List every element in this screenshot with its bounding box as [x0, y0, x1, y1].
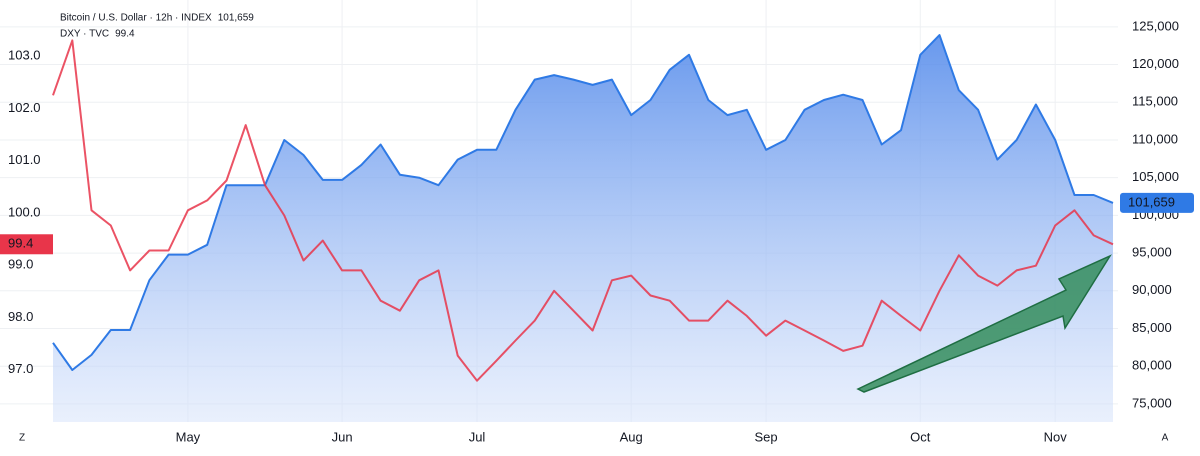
line [52, 39, 1114, 382]
plot-area [52, 34, 1114, 422]
legend-label: Bitcoin / U.S. Dollar · 12h · INDEX [60, 13, 212, 24]
y-tick-label: 98.0 [8, 309, 33, 324]
legend-label: DXY · TVC [60, 29, 109, 40]
legend-value: 101,659 [218, 13, 255, 24]
line [52, 34, 1114, 371]
y-tick-label: 102.0 [8, 100, 41, 115]
legend-value: 99.4 [115, 29, 135, 40]
button[interactable]: Z [19, 433, 25, 444]
y-tick-label: 101.0 [8, 152, 41, 167]
y2-tick-label: 105,000 [1132, 169, 1179, 184]
y2-tick-label: 125,000 [1132, 18, 1179, 33]
y2-tick-label: 95,000 [1132, 245, 1172, 260]
last-value-badge [1120, 192, 1194, 213]
x-tick-label: Oct [910, 429, 931, 444]
y-tick-label: 100.0 [8, 204, 41, 219]
y2-tick-label: 115,000 [1132, 94, 1178, 109]
last-value-label: 101,659 [1128, 194, 1175, 209]
x-tick-label: Aug [620, 429, 643, 444]
x-tick-label: Nov [1044, 429, 1068, 444]
y2-tick-label: 120,000 [1132, 56, 1179, 71]
y2-tick-label: 110,000 [1132, 131, 1178, 146]
last-value-label: 99.4 [8, 236, 33, 251]
area [53, 35, 1113, 422]
y2-tick-label: 75,000 [1132, 395, 1172, 410]
x-tick-label: Jun [332, 429, 353, 444]
button[interactable]: A [1162, 433, 1169, 444]
y-tick-label: 103.0 [8, 48, 41, 63]
last-value-badge [0, 234, 53, 255]
y2-tick-label: 85,000 [1132, 320, 1172, 335]
labels: 75,00080,00085,00090,00095,000100,000105… [0, 13, 1194, 444]
x-tick-label: May [176, 429, 201, 444]
x-tick-label: Jul [469, 429, 486, 444]
y2-tick-label: 80,000 [1132, 358, 1172, 373]
x-tick-label: Sep [755, 429, 778, 444]
annotation-arrow [856, 254, 1112, 393]
y2-tick-label: 90,000 [1132, 282, 1172, 297]
y-tick-label: 97.0 [8, 361, 33, 376]
y-tick-label: 99.0 [8, 257, 33, 272]
